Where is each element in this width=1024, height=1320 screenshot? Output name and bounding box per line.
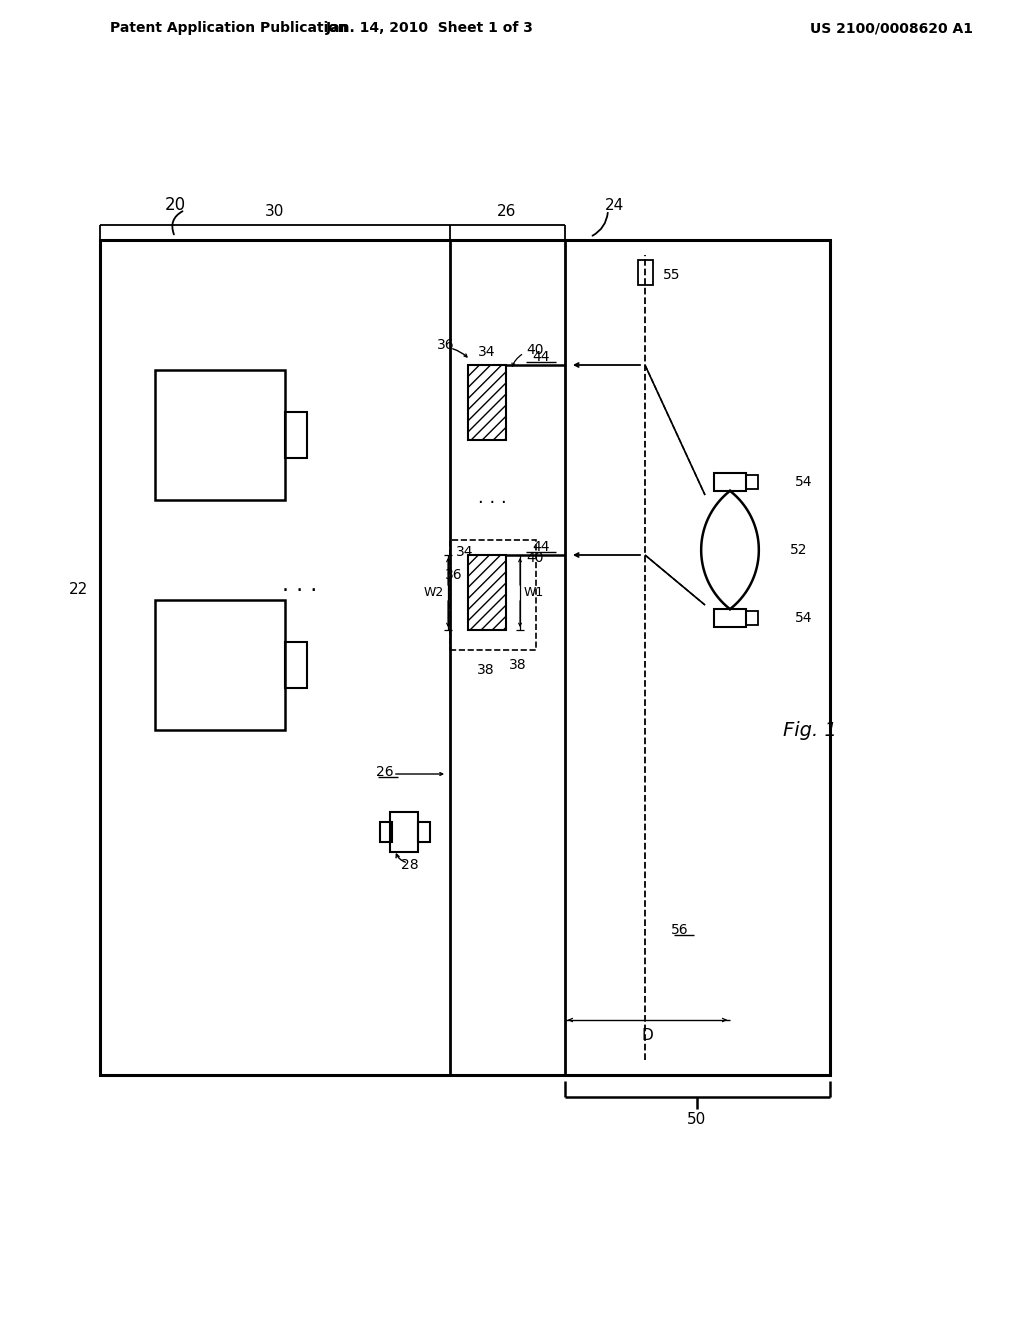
Text: Jan. 14, 2010  Sheet 1 of 3: Jan. 14, 2010 Sheet 1 of 3: [326, 21, 534, 36]
Text: 38: 38: [477, 663, 495, 677]
Text: Patent Application Publication: Patent Application Publication: [110, 21, 348, 36]
Text: 54: 54: [795, 611, 812, 626]
Text: . . .: . . .: [283, 576, 317, 595]
Bar: [380, 822, 392, 842]
Bar: [714, 609, 746, 627]
Bar: [450, 540, 536, 649]
Bar: [746, 475, 758, 488]
Text: 50: 50: [687, 1111, 707, 1126]
Bar: [418, 822, 430, 842]
Text: 26: 26: [498, 203, 517, 219]
Text: 40: 40: [526, 343, 544, 356]
Text: 34: 34: [478, 345, 496, 359]
Text: 20: 20: [165, 195, 185, 214]
Text: 44: 44: [532, 540, 550, 554]
Text: 34: 34: [456, 545, 473, 558]
Text: 52: 52: [790, 543, 808, 557]
Text: 44: 44: [532, 350, 550, 364]
Text: W1: W1: [524, 586, 544, 599]
Text: 30: 30: [265, 203, 285, 219]
Text: 28: 28: [401, 858, 419, 873]
Bar: [468, 366, 506, 440]
Bar: [155, 601, 285, 730]
Bar: [155, 370, 285, 500]
Text: . . .: . . .: [477, 488, 507, 507]
Bar: [285, 642, 307, 688]
Text: D: D: [641, 1028, 653, 1044]
Text: US 2100/0008620 A1: US 2100/0008620 A1: [810, 21, 973, 36]
Bar: [638, 260, 653, 285]
Bar: [468, 554, 506, 630]
Text: 26: 26: [376, 766, 394, 779]
Bar: [390, 812, 418, 851]
Bar: [285, 412, 307, 458]
Text: 22: 22: [69, 582, 88, 598]
Text: 24: 24: [605, 198, 625, 213]
Text: 40: 40: [526, 550, 544, 565]
Text: 54: 54: [795, 475, 812, 488]
Text: 36: 36: [437, 338, 455, 352]
Bar: [714, 473, 746, 491]
Text: Fig. 1: Fig. 1: [783, 721, 837, 739]
Text: 56: 56: [671, 923, 689, 937]
Text: 38: 38: [509, 657, 526, 672]
Bar: [100, 240, 830, 1074]
Text: 36: 36: [445, 568, 463, 582]
Text: W2: W2: [424, 586, 444, 599]
Text: 55: 55: [663, 268, 681, 282]
Bar: [746, 611, 758, 626]
